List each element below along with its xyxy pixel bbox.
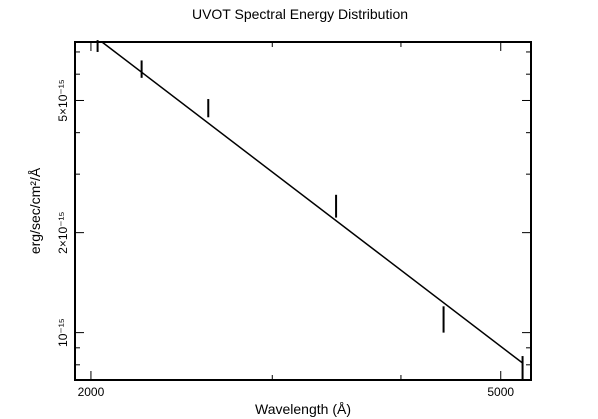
data-points-group <box>96 40 524 380</box>
y-tick-label: 5×10⁻¹⁵ <box>56 79 70 121</box>
fit-line-group <box>101 41 524 364</box>
y-axis-ticks: 10⁻¹⁵ 2×10⁻¹⁵ 5×10⁻¹⁵ <box>56 51 531 366</box>
y-tick-label: 2×10⁻¹⁵ <box>56 211 70 253</box>
y-axis-label: erg/sec/cm²/Å <box>27 167 43 254</box>
x-tick-label: 5000 <box>487 385 514 399</box>
x-axis-ticks: 2000 5000 <box>78 42 514 399</box>
chart-title: UVOT Spectral Energy Distribution <box>192 6 408 22</box>
x-tick-label: 2000 <box>78 385 105 399</box>
power-law-fit-line <box>101 41 524 364</box>
y-tick-label: 10⁻¹⁵ <box>56 318 70 347</box>
plot-frame <box>74 41 532 381</box>
x-axis-label: Wavelength (Å) <box>255 401 351 417</box>
